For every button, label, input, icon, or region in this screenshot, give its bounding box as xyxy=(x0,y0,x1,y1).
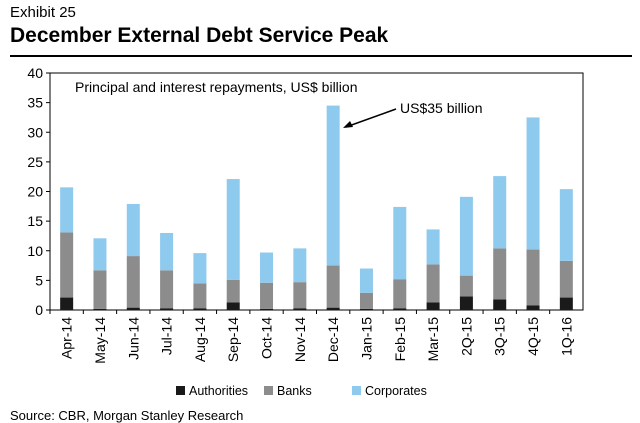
bar-banks xyxy=(293,282,307,309)
source-note: Source: CBR, Morgan Stanley Research xyxy=(10,408,244,423)
x-tick-label: May-14 xyxy=(92,317,108,364)
bar-corporates xyxy=(60,187,74,233)
bar-authorities xyxy=(126,307,140,310)
bar-banks xyxy=(359,292,373,309)
bar-authorities xyxy=(493,299,507,310)
bar-corporates xyxy=(293,248,307,283)
bar-authorities xyxy=(260,308,274,310)
bar-authorities xyxy=(393,308,407,310)
x-tick-label: Dec-14 xyxy=(325,317,341,362)
bar-corporates xyxy=(393,206,407,280)
x-tick-label: Jun-14 xyxy=(125,317,141,360)
bar-banks xyxy=(160,270,174,309)
annotation-arrowhead xyxy=(343,121,353,128)
bar-banks xyxy=(526,249,540,306)
legend-label: Banks xyxy=(277,384,312,398)
y-tick-label: 0 xyxy=(35,302,43,318)
bar-corporates xyxy=(526,117,540,250)
chart-subtitle: Principal and interest repayments, US$ b… xyxy=(75,79,357,95)
legend-swatch xyxy=(352,386,361,395)
bar-banks xyxy=(426,264,440,303)
bar-corporates xyxy=(126,203,140,257)
x-tick-label: 1Q-16 xyxy=(558,317,574,356)
plot-area: 0 5 10 15 20 25 30 35 40 Apr-14 May-14 Jun-14 Jul-14… xyxy=(27,65,584,364)
y-tick-label: 20 xyxy=(27,184,43,200)
x-tick-label: 2Q-15 xyxy=(458,317,474,356)
x-tick-label: Apr-14 xyxy=(59,317,75,359)
bar-authorities xyxy=(293,308,307,310)
y-tick-label: 35 xyxy=(27,95,43,111)
x-tick-label: Sep-14 xyxy=(225,317,241,362)
bar-corporates xyxy=(326,105,340,266)
bar-corporates xyxy=(226,179,240,280)
bar-corporates xyxy=(359,268,373,293)
x-tick-label: Nov-14 xyxy=(292,317,308,362)
bar-authorities xyxy=(326,307,340,310)
bar-banks xyxy=(126,256,140,308)
y-tick-label: 25 xyxy=(27,154,43,170)
bar-corporates xyxy=(459,196,473,276)
bar-banks xyxy=(60,232,74,298)
bar-authorities xyxy=(160,308,174,310)
legend-swatch xyxy=(264,386,273,395)
bar-authorities xyxy=(459,296,473,310)
bar-authorities xyxy=(559,297,573,310)
x-tick-label: Aug-14 xyxy=(192,317,208,362)
y-tick-label: 30 xyxy=(27,124,43,140)
y-tick-label: 5 xyxy=(35,272,43,288)
bar-authorities xyxy=(426,302,440,310)
bar-banks xyxy=(393,279,407,309)
bar-banks xyxy=(459,275,473,297)
legend: Authorities Banks Corporates xyxy=(176,384,427,398)
legend-label: Corporates xyxy=(365,384,427,398)
bar-banks xyxy=(193,283,207,309)
x-tick-label: 4Q-15 xyxy=(525,317,541,356)
x-tick-label: Jan-15 xyxy=(358,317,374,360)
bar-corporates xyxy=(559,189,573,261)
x-tick-label: Feb-15 xyxy=(392,317,408,362)
y-tick-label: 10 xyxy=(27,243,43,259)
bar-corporates xyxy=(93,238,107,271)
chart-title: December External Debt Service Peak xyxy=(10,24,389,47)
x-tick-label: Jul-14 xyxy=(159,317,175,355)
title-rule xyxy=(10,55,632,57)
bar-banks xyxy=(93,270,107,309)
x-tick-label: Mar-15 xyxy=(425,317,441,362)
legend-label: Authorities xyxy=(189,384,248,398)
bar-authorities xyxy=(60,297,74,310)
y-tick-label: 40 xyxy=(27,65,43,81)
bar-corporates xyxy=(493,176,507,249)
bar-corporates xyxy=(193,253,207,284)
bar-authorities xyxy=(226,302,240,310)
x-tick-label: 3Q-15 xyxy=(492,317,508,356)
x-tick-label: Oct-14 xyxy=(259,317,275,359)
y-tick-label: 15 xyxy=(27,213,43,229)
bar-corporates xyxy=(260,252,274,283)
bar-authorities xyxy=(359,308,373,310)
bar-banks xyxy=(260,282,274,309)
bar-authorities xyxy=(93,308,107,310)
bar-banks xyxy=(493,248,507,300)
bar-banks xyxy=(559,260,573,298)
annotation-arrow xyxy=(345,108,397,128)
bar-banks xyxy=(226,279,240,303)
exhibit-label: Exhibit 25 xyxy=(10,4,76,21)
bar-authorities xyxy=(193,308,207,310)
legend-swatch xyxy=(176,386,185,395)
bar-authorities xyxy=(526,305,540,310)
peak-annotation: US$35 billion xyxy=(400,100,483,116)
bar-corporates xyxy=(426,229,440,265)
bar-corporates xyxy=(160,232,174,271)
bar-banks xyxy=(326,265,340,308)
